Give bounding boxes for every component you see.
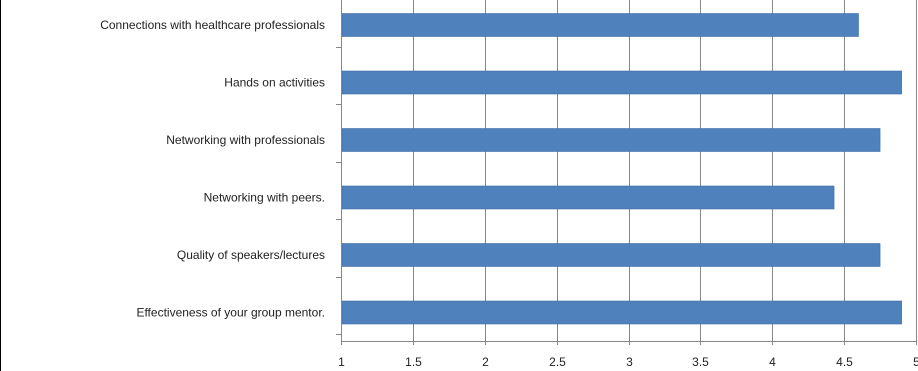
bar-5 [341,300,902,325]
x-tick-labels: 1 1.5 2 2.5 3 3.5 4 4.5 5 [338,355,918,369]
x-tick-label: 2.5 [549,355,566,369]
x-tick-label: 1 [338,355,345,369]
axes [336,0,917,345]
category-label: Hands on activities [224,76,325,90]
category-label: Effectiveness of your group mentor. [136,306,325,320]
bar-4 [341,243,881,267]
category-label: Networking with professionals [166,133,325,147]
bar-0 [341,13,859,37]
category-label: Connections with healthcare professional… [100,18,325,32]
x-tick-label: 4.5 [836,355,853,369]
bar-1 [341,70,902,95]
x-tick-label: 4 [769,355,776,369]
x-tick-label: 2 [482,355,489,369]
bars [341,13,902,325]
x-tick-label: 1.5 [405,355,422,369]
gridlines [413,0,917,341]
bar-3 [341,185,835,210]
x-tick-label: 3.5 [692,355,709,369]
x-tick-label: 3 [626,355,633,369]
category-label: Quality of speakers/lectures [177,248,325,262]
x-tick-label: 5 [913,355,918,369]
category-label: Networking with peers. [204,191,325,205]
category-labels: Connections with healthcare professional… [100,18,325,320]
bar-2 [341,128,881,152]
